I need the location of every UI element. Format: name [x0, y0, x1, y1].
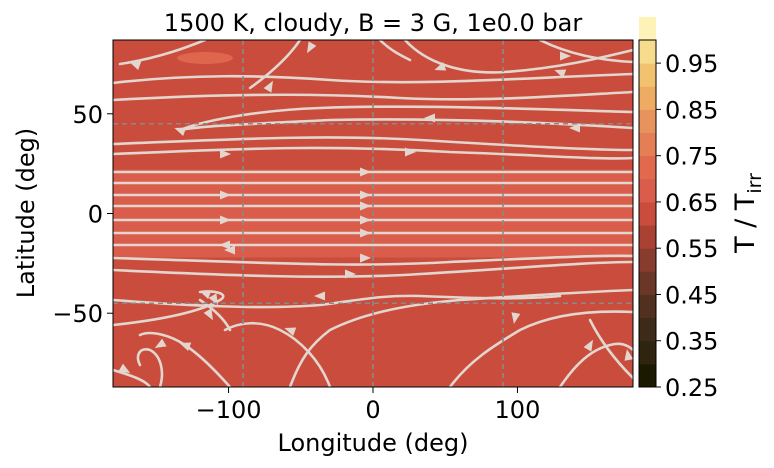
stream-arrow [360, 167, 371, 177]
stream-arrow [360, 190, 371, 200]
colorbar-tick-label: 0.55 [665, 235, 718, 263]
streamline [558, 342, 633, 387]
stream-arrow [560, 51, 571, 61]
stream-arrow [219, 240, 230, 250]
stream-arrow [154, 338, 167, 348]
stream-arrow [199, 290, 212, 299]
streamline [113, 254, 633, 266]
x-axis-label: Longitude (deg) [278, 429, 469, 457]
colorbar-segment [639, 63, 656, 87]
stream-arrow [360, 253, 371, 263]
colorbar-segment [639, 155, 656, 180]
stream-arrow [624, 349, 633, 361]
y-tick-label: 50 [72, 101, 103, 129]
stream-arrows [118, 41, 633, 373]
x-tick-label: 0 [365, 396, 380, 424]
streamline [403, 40, 633, 74]
streamline [113, 90, 633, 102]
x-tick-label: −100 [196, 396, 262, 424]
stream-arrow [220, 215, 231, 225]
streamline [223, 321, 332, 387]
colorbar-segment [639, 201, 656, 226]
stream-arrow [360, 228, 371, 238]
warm-patch [177, 52, 233, 64]
colorbar-segment [639, 317, 656, 342]
y-tick-label: −50 [52, 300, 103, 328]
stream-arrow [118, 363, 131, 373]
warm-patches [177, 52, 233, 64]
streamline [378, 40, 412, 62]
stream-arrow [307, 41, 317, 54]
stream-arrow [554, 69, 567, 78]
colorbar-segment [639, 178, 656, 203]
colorbar-segment [639, 248, 656, 272]
stream-arrow [360, 201, 371, 211]
stream-arrow [360, 215, 371, 225]
colorbar-segment [639, 109, 656, 134]
stream-arrow [424, 113, 435, 123]
stream-arrow [263, 80, 273, 93]
grid-lines [113, 40, 633, 387]
stream-arrow [179, 342, 192, 351]
stream-arrow [405, 147, 416, 157]
colorbar-segment [639, 225, 656, 249]
colorbar-segment [639, 340, 656, 365]
stream-arrow [174, 127, 187, 136]
colorbar-segment [639, 271, 656, 295]
colorbar-tick-label: 0.35 [665, 328, 718, 356]
stream-arrow [203, 308, 213, 321]
stream-arrow [434, 62, 447, 71]
x-tick-label: 100 [495, 396, 541, 424]
streamline [113, 260, 633, 279]
colorbar-tick-label: 0.95 [665, 50, 718, 78]
stream-arrow [314, 291, 325, 301]
y-axis-ticks: −50 0 50 [52, 101, 113, 328]
y-tick-label: 0 [88, 201, 103, 229]
stream-arrow [569, 123, 580, 133]
stream-arrow [208, 293, 218, 306]
colorbar-segment [639, 132, 656, 157]
colorbar-tick-label: 0.65 [665, 189, 718, 217]
stream-arrow [129, 61, 142, 70]
stream-arrow [583, 339, 593, 352]
colorbar-segment [639, 86, 656, 110]
streamline [248, 40, 302, 90]
plot-area [113, 40, 633, 387]
colorbar-tick-label: 0.75 [665, 143, 718, 171]
streamline [113, 368, 152, 387]
stream-arrow [511, 312, 521, 324]
y-axis-label: Latitude (deg) [12, 128, 40, 298]
streamline [288, 288, 633, 387]
colorbar-frame [638, 39, 657, 388]
colorbar-segment [639, 40, 656, 64]
streamline [113, 72, 633, 85]
streamline [113, 146, 633, 160]
stream-arrow [224, 245, 235, 255]
colorbar-tick-label: 0.85 [665, 96, 718, 124]
colorbar-tick-label: 0.45 [665, 281, 718, 309]
colorbar-label-subscript: irr [744, 173, 766, 194]
stream-arrow [345, 269, 356, 279]
streamline [588, 318, 633, 380]
colorbar [639, 16, 656, 388]
stream-arrow [220, 190, 231, 200]
chart-title: 1500 K, cloudy, B = 3 G, 1e0.0 bar [164, 9, 583, 37]
colorbar-segment [639, 294, 656, 319]
colorbar-tick-label: 0.25 [665, 374, 718, 402]
colorbar-label: T / Tirr [730, 173, 766, 254]
streamline [136, 348, 164, 387]
stream-arrow [220, 149, 231, 159]
colorbar-segment [639, 363, 656, 388]
colorbar-label-main: T / T [730, 193, 761, 254]
streamline [538, 40, 633, 64]
x-axis-ticks: −100 0 100 [196, 387, 541, 424]
streamline [113, 136, 633, 152]
stream-arrow [284, 327, 297, 336]
colorbar-segment [639, 16, 656, 41]
colorbar-ticks: 0.25 0.35 0.45 0.55 0.65 0.75 0.85 0.95 [656, 50, 718, 402]
streamline [448, 310, 633, 387]
